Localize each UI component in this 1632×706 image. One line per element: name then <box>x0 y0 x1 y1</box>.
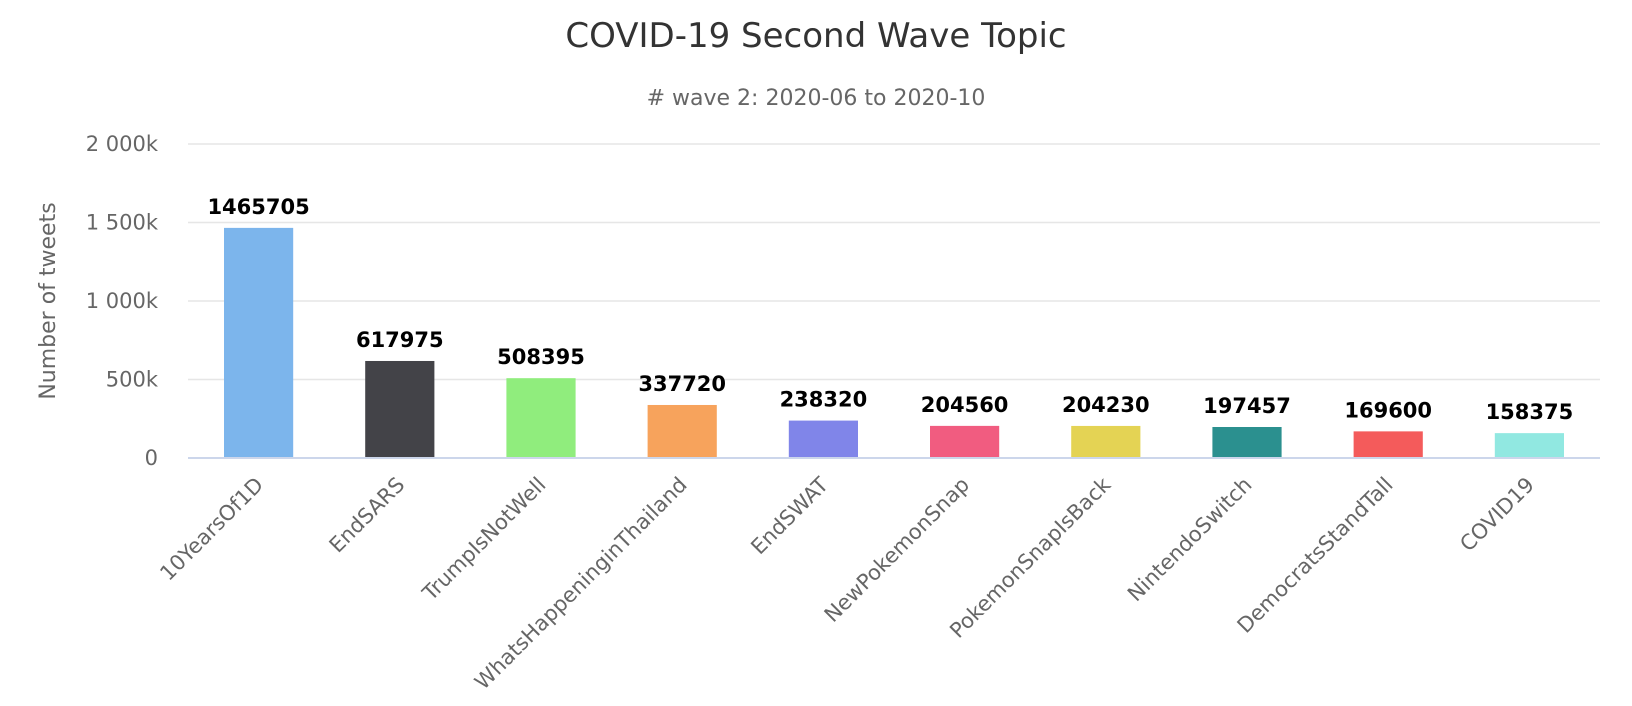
data-label: 204230 <box>1062 393 1150 417</box>
data-label: 169600 <box>1344 398 1432 422</box>
y-tick-label: 0 <box>145 446 158 470</box>
data-label: 1465705 <box>207 195 309 219</box>
x-tick-label: COVID19 <box>1455 473 1539 557</box>
x-tick-label: NewPokemonSnap <box>820 473 974 627</box>
x-tick-label: NintendoSwitch <box>1123 473 1257 607</box>
y-tick-label: 2 000k <box>86 132 159 156</box>
y-axis-ticks: 0 500k 1 000k 1 500k 2 000k <box>86 132 159 470</box>
bar <box>788 420 858 458</box>
data-labels: 1465705 617975 508395 337720 238320 204560 204… <box>207 195 1573 424</box>
x-tick-label: 10YearsOf1D <box>155 473 268 586</box>
x-tick-label: EndSARS <box>325 473 410 558</box>
data-label: 204560 <box>921 393 1009 417</box>
y-tick-label: 1 000k <box>86 289 159 313</box>
y-tick-label: 1 500k <box>86 211 159 235</box>
data-label: 238320 <box>780 388 868 412</box>
y-axis-label: Number of tweets <box>36 202 61 399</box>
x-axis-ticks: 10YearsOf1D EndSARS TrumpIsNotWellWhatsHap… <box>155 472 1539 694</box>
gridlines <box>188 143 1600 381</box>
bar <box>1353 431 1423 458</box>
y-tick-label: 500k <box>106 368 159 392</box>
bar <box>1212 426 1282 458</box>
bar <box>647 404 717 458</box>
data-label: 508395 <box>497 345 585 369</box>
data-label: 158375 <box>1486 400 1574 424</box>
bar <box>1071 425 1141 458</box>
bar <box>1494 433 1564 458</box>
bar <box>365 360 435 458</box>
chart-subtitle: # wave 2: 2020-06 to 2020-10 <box>647 86 986 111</box>
bar <box>506 378 576 458</box>
data-label: 197457 <box>1203 394 1291 418</box>
chart-title: COVID-19 Second Wave Topic <box>565 16 1066 56</box>
data-label: 617975 <box>356 328 444 352</box>
x-tick-label: TrumpIsNotWell <box>417 473 550 606</box>
bar <box>930 425 1000 458</box>
bars <box>224 227 1564 458</box>
data-label: 337720 <box>638 372 726 396</box>
x-tick-label: DemocratsStandTall <box>1233 473 1398 638</box>
bar <box>224 227 294 458</box>
x-tick-label: EndSWAT <box>746 472 833 559</box>
x-tick-label: PokemonSnapIsBack <box>945 472 1116 643</box>
